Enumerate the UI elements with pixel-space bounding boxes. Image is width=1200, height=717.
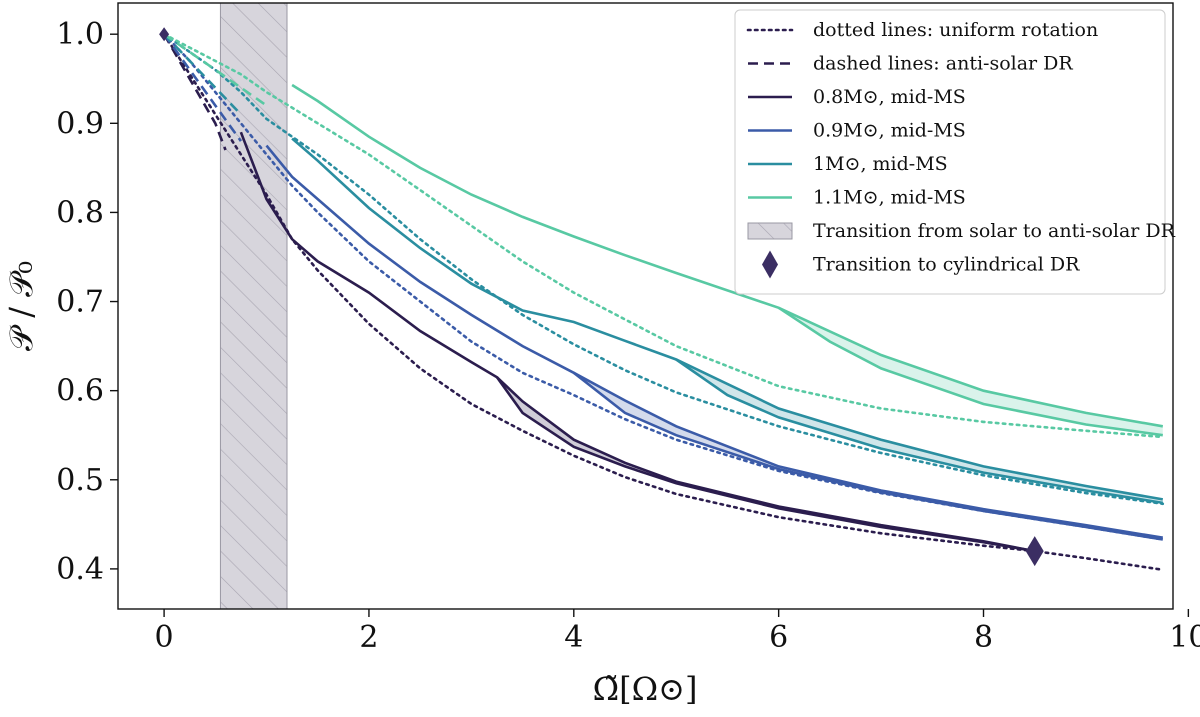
cylindrical-transition-marker [1025,536,1044,567]
x-tick-label: 0 [155,620,174,655]
series-lines [162,32,1165,572]
x-tick-label: 8 [974,620,993,655]
y-tick-label: 1.0 [56,17,104,52]
y-tick-label: 0.7 [56,285,104,320]
legend-label: Transition from solar to anti-solar DR [813,220,1176,242]
x-tick-label: 6 [769,620,788,655]
legend-entry-0-8m-mid-ms: 0.8M⊙, mid-MS [748,86,966,108]
y-tick-label: 0.8 [56,195,104,230]
y-axis-label: 𝒫 / 𝒫₀ [2,261,40,351]
legend-swatch [747,222,793,240]
uniform-line-0-8m-mid-ms [162,32,1165,572]
uniform-line-1m-mid-ms [162,32,1165,506]
lower-line-1m-mid-ms [675,358,1164,505]
x-axis: 0 2 4 6 8 10 [155,609,1200,655]
antisolar-line-0-8m-mid-ms [162,33,227,151]
legend-entry-transition-from-solar-to-anti-solar-dr: Transition from solar to anti-solar DR [747,220,1176,242]
antisolar-line-1-1m-mid-ms [163,33,268,107]
legend-entry-dotted-lines-uniform-rotation: dotted lines: uniform rotation [746,19,1098,41]
upper-line-1m-mid-ms [291,137,1164,501]
uniform-line-1-1m-mid-ms [162,32,1165,439]
y-tick-label: 0.6 [56,374,104,409]
legend-entry-1-1m-mid-ms: 1.1M⊙, mid-MS [748,187,966,209]
y-tick-label: 0.4 [56,552,104,587]
x-tick-label: 10 [1169,620,1200,655]
markers [159,27,1044,567]
transition-band-layer [219,3,288,609]
antisolar-line-1m-mid-ms [163,33,242,116]
legend-label: Transition to cylindrical DR [813,254,1080,276]
lower-line-1-1m-mid-ms [777,306,1163,437]
upper-line-0-8m-mid-ms [239,131,1035,553]
y-tick-label: 0.5 [56,463,104,498]
lower-line-0-8m-mid-ms [495,376,1035,553]
legend-entry-dashed-lines-anti-solar-dr: dashed lines: anti-solar DR [748,53,1073,75]
legend-label: 1.1M⊙, mid-MS [813,187,966,209]
legend-label: 1M⊙, mid-MS [813,153,948,175]
shaded-region-1-1m-mid-ms [778,307,1163,436]
legend-box [734,9,1166,295]
origin-marker [159,27,170,42]
legend-label: dashed lines: anti-solar DR [813,53,1073,75]
y-tick-label: 0.9 [56,106,104,141]
legend-entry-1m-mid-ms: 1M⊙, mid-MS [748,153,948,175]
lower-line-0-9m-mid-ms [572,371,1164,541]
shaded-regions [497,307,1163,552]
x-axis-label: Ω̃[Ω⊙] [593,670,698,708]
antisolar-line-0-9m-mid-ms [163,33,242,142]
legend-swatch [762,250,778,279]
plot-frame [117,2,1174,610]
legend-entry-0-9m-mid-ms: 0.9M⊙, mid-MS [748,120,966,142]
upper-line-1-1m-mid-ms [291,83,1164,428]
y-axis: 0.4 0.5 0.6 0.7 0.8 0.9 1.0 [56,17,118,587]
legend-entry-transition-to-cylindrical-dr: Transition to cylindrical DR [762,250,1080,279]
legend-label: 0.8M⊙, mid-MS [813,86,966,108]
legend: dotted lines: uniform rotation dashed lin… [734,9,1176,295]
x-tick-label: 4 [564,620,583,655]
transition-band [219,3,288,609]
legend-label: 0.9M⊙, mid-MS [813,120,966,142]
x-tick-label: 2 [359,620,378,655]
legend-label: dotted lines: uniform rotation [813,19,1098,41]
